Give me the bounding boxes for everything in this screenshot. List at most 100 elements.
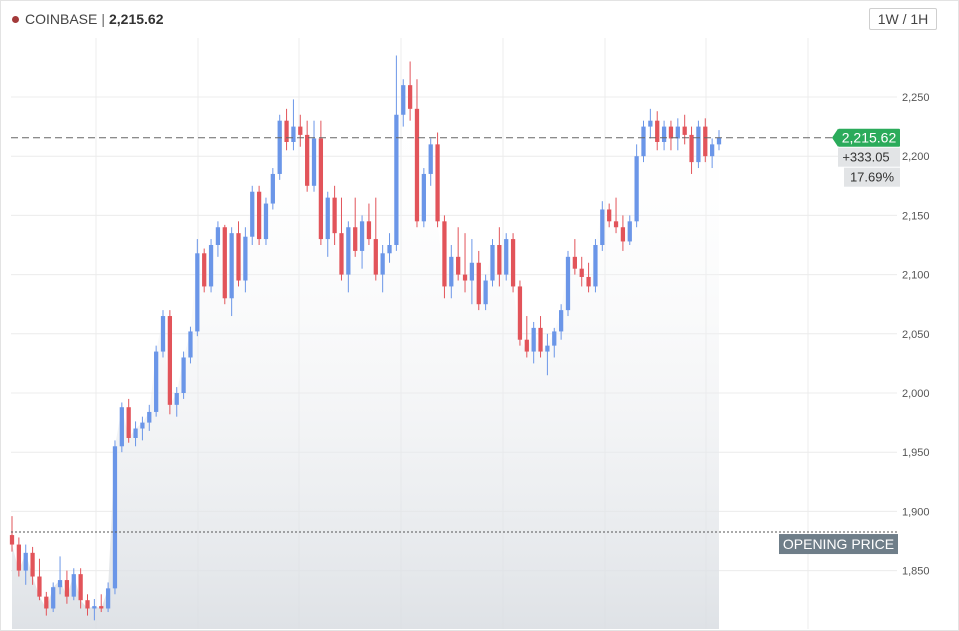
candle: [373, 197, 378, 281]
candle-body: [675, 126, 680, 139]
candle: [119, 402, 124, 453]
candle: [105, 582, 111, 613]
candle-body: [188, 331, 193, 358]
candle: [202, 248, 207, 293]
candle: [620, 215, 626, 251]
y-axis: 2,250 2,200 2,150 2,100 2,050 2,000 1,950 1,900…: [902, 92, 930, 578]
candle-body: [305, 134, 310, 186]
candle-body: [449, 256, 454, 287]
candle: [325, 191, 330, 257]
candle: [167, 310, 173, 415]
change-label: +333.05: [842, 150, 889, 165]
candle: [229, 227, 234, 317]
candle-body: [559, 310, 564, 332]
candle: [490, 239, 495, 287]
candle-body: [661, 126, 667, 142]
candle: [256, 185, 262, 245]
candle: [78, 568, 83, 609]
candle: [147, 404, 152, 431]
candle-body: [538, 327, 543, 352]
candle-body: [92, 606, 97, 609]
candle-body: [37, 576, 42, 597]
candle: [112, 440, 118, 595]
candle: [30, 546, 35, 585]
candle-body: [648, 120, 653, 127]
candle-body: [682, 126, 687, 135]
y-tick-label: 2,100: [902, 270, 930, 282]
candle: [23, 544, 28, 585]
candle-body: [435, 144, 440, 222]
timeframe-button[interactable]: 1W / 1H: [869, 8, 937, 30]
candle: [353, 197, 358, 257]
candle: [305, 120, 310, 192]
candle: [703, 118, 708, 163]
candle-body: [270, 173, 275, 204]
change-pct-background: [844, 167, 900, 187]
candle-body: [634, 156, 639, 222]
candle-body: [202, 253, 207, 287]
candle-body: [256, 191, 262, 240]
candle: [44, 591, 49, 616]
candle-body: [689, 134, 694, 163]
candle-body: [215, 227, 221, 245]
candle: [600, 201, 605, 251]
y-tick-label: 1,950: [902, 447, 930, 459]
candle: [655, 111, 660, 151]
candle-body: [517, 286, 523, 340]
candle: [339, 197, 344, 281]
candle: [538, 316, 543, 358]
candle: [92, 599, 97, 621]
candle-body: [16, 544, 21, 571]
candle-body: [716, 137, 722, 145]
candle: [380, 245, 385, 293]
candle-body: [30, 552, 35, 577]
candle: [154, 345, 159, 417]
candle: [243, 227, 248, 293]
candle: [428, 138, 433, 186]
candle: [572, 239, 577, 275]
candle-body: [78, 574, 83, 601]
candle-body: [456, 256, 461, 275]
candle-body: [126, 407, 131, 438]
candle-body: [332, 197, 337, 234]
candle-body: [133, 428, 138, 438]
candle: [510, 233, 516, 293]
candle-body: [428, 144, 433, 174]
candle-body: [318, 138, 324, 240]
candle: [469, 239, 475, 305]
candle-body: [510, 239, 516, 287]
candle: [716, 130, 722, 151]
change-tag-background: [838, 147, 900, 167]
candle: [311, 120, 317, 192]
candle: [9, 516, 15, 552]
candle: [483, 274, 488, 311]
candle-body: [524, 339, 529, 352]
candle-body: [641, 126, 646, 157]
y-tick-label: 1,900: [902, 506, 930, 518]
opening-price-label: OPENING PRICE: [783, 536, 894, 552]
candle-body: [668, 126, 674, 139]
candle-body: [44, 596, 49, 609]
candle-body: [469, 262, 475, 281]
header-price: 2,215.62: [109, 11, 164, 27]
y-tick-label: 2,200: [902, 151, 930, 163]
candle-body: [462, 274, 468, 281]
candle: [263, 197, 269, 245]
candle: [517, 280, 523, 346]
candle-body: [291, 126, 296, 142]
candle: [462, 233, 468, 293]
candle: [71, 568, 76, 601]
candle-body: [174, 393, 179, 405]
candle: [552, 327, 557, 358]
candle-body: [394, 114, 399, 245]
candle-body: [655, 120, 660, 142]
candle-body: [154, 351, 159, 412]
candle: [613, 197, 619, 234]
candle: [236, 221, 241, 287]
candle: [181, 351, 186, 399]
candle-body: [627, 221, 632, 242]
candle: [531, 321, 536, 364]
candle-body: [565, 256, 571, 311]
candle: [277, 114, 282, 180]
